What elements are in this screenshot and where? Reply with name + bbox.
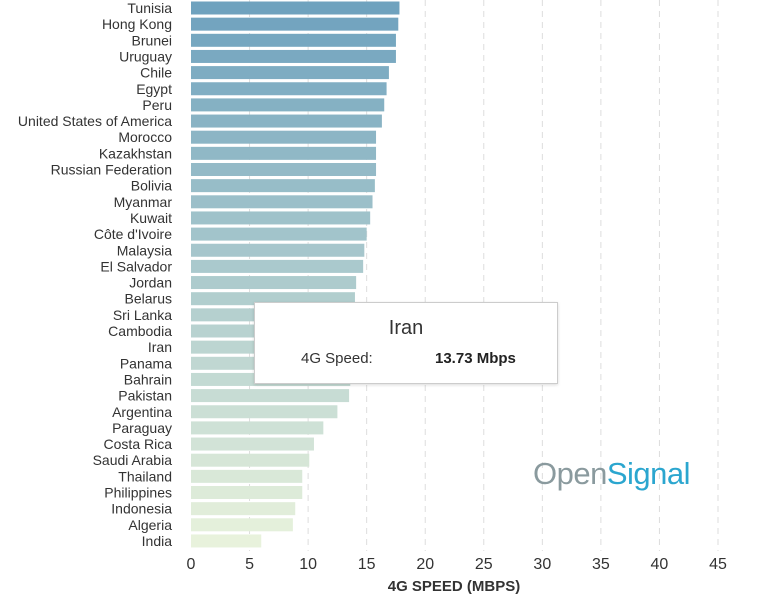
bar (191, 437, 314, 451)
category-label: Russian Federation (51, 162, 172, 178)
category-label: Côte d'Ivoire (94, 226, 172, 242)
category-label: Philippines (104, 485, 172, 501)
bar (191, 33, 396, 47)
x-tick-label: 40 (651, 556, 669, 573)
tooltip-label: 4G Speed: (301, 350, 373, 367)
bar (191, 163, 377, 176)
category-label: Myanmar (114, 194, 173, 210)
category-label: India (142, 533, 173, 549)
bar (191, 292, 355, 306)
bar (191, 276, 357, 290)
category-label: El Salvador (100, 258, 172, 274)
category-label: Uruguay (119, 48, 172, 64)
bar (191, 130, 377, 144)
bar (191, 405, 338, 419)
bar (191, 114, 382, 128)
category-label: Argentina (112, 404, 172, 420)
category-label: Malaysia (117, 242, 172, 258)
category-label: Paraguay (112, 420, 172, 436)
bar (191, 243, 365, 257)
bar (191, 49, 396, 63)
category-label: Brunei (132, 32, 172, 48)
bar (191, 179, 375, 193)
bar (191, 211, 371, 225)
category-label: Panama (120, 355, 172, 371)
category-label: Cambodia (108, 323, 172, 339)
category-label: Belarus (125, 291, 172, 307)
category-label: Algeria (128, 517, 172, 533)
x-tick-label: 15 (358, 556, 376, 573)
bar (191, 502, 296, 516)
category-label: Kazakhstan (99, 145, 172, 161)
category-label: Iran (148, 339, 172, 355)
category-label: Kuwait (130, 210, 172, 226)
x-tick-label: 20 (416, 556, 434, 573)
category-label: Bolivia (131, 178, 172, 194)
x-tick-label: 30 (533, 556, 551, 573)
category-label: Egypt (136, 81, 172, 97)
bar (191, 453, 310, 467)
bar (191, 82, 387, 96)
bar (191, 195, 373, 209)
bar (191, 227, 367, 241)
bar (191, 1, 400, 15)
x-tick-label: 25 (475, 556, 493, 573)
bar (191, 66, 389, 80)
category-label: Bahrain (124, 371, 172, 387)
category-label: Chile (140, 65, 172, 81)
x-tick-label: 10 (299, 556, 317, 573)
category-label: Costa Rica (104, 436, 173, 452)
x-tick-label: 5 (245, 556, 254, 573)
opensignal-logo: OpenSignal (533, 456, 691, 492)
tooltip-title: Iran (388, 317, 424, 339)
bar (191, 421, 324, 435)
category-label: Morocco (118, 129, 172, 145)
x-tick-label: 35 (592, 556, 610, 573)
category-label: Tunisia (127, 0, 172, 16)
bar (191, 389, 350, 403)
category-label: Peru (142, 97, 172, 113)
x-tick-label: 0 (187, 556, 196, 573)
category-label: Hong Kong (102, 16, 172, 32)
bar (191, 146, 377, 160)
category-label: United States of America (18, 113, 172, 129)
bar (191, 17, 399, 31)
category-label: Indonesia (111, 501, 172, 517)
category-label: Pakistan (118, 388, 172, 404)
bar (191, 259, 364, 273)
category-label: Saudi Arabia (93, 452, 173, 468)
bar (191, 534, 262, 548)
bar (191, 486, 303, 499)
bar (191, 518, 293, 532)
category-label: Sri Lanka (113, 307, 172, 323)
category-label: Thailand (118, 468, 172, 484)
x-tick-label: 45 (709, 556, 727, 573)
logo-part1: Open (533, 456, 607, 491)
logo-part2: Signal (606, 456, 691, 491)
bar (191, 469, 303, 483)
tooltip: Iran 4G Speed: 13.73 Mbps (254, 302, 558, 384)
category-label: Jordan (129, 275, 172, 291)
tooltip-value: 13.73 Mbps (435, 350, 516, 367)
x-axis-title: 4G SPEED (MBPS) (388, 578, 521, 595)
bar (191, 98, 385, 112)
